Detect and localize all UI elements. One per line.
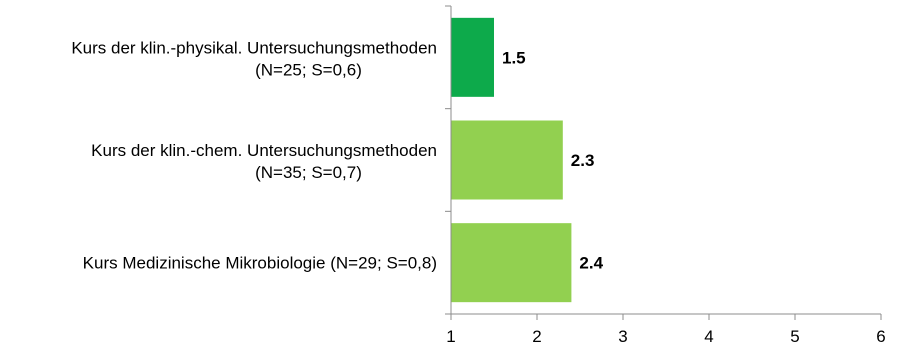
category-label: Kurs Medizinische Mikrobiologie (N=29; S… [83, 254, 437, 273]
category-label: Kurs der klin.-physikal. Untersuchungsme… [71, 38, 437, 57]
category-label-detail: (N=25; S=0,6) [255, 60, 362, 79]
x-tick-label: 1 [446, 327, 455, 346]
bar [451, 223, 572, 303]
data-label: 2.3 [571, 151, 595, 170]
bar [451, 17, 494, 97]
bar [451, 120, 563, 200]
x-tick-label: 2 [532, 327, 541, 346]
x-tick-label: 3 [618, 327, 627, 346]
category-label-detail: (N=35; S=0,7) [255, 163, 362, 182]
x-tick-label: 5 [790, 327, 799, 346]
x-tick-label: 4 [704, 327, 713, 346]
category-label: Kurs der klin.-chem. Untersuchungsmethod… [91, 141, 437, 160]
x-tick-label: 6 [876, 327, 885, 346]
data-label: 2.4 [579, 254, 603, 273]
data-label: 1.5 [502, 48, 526, 67]
